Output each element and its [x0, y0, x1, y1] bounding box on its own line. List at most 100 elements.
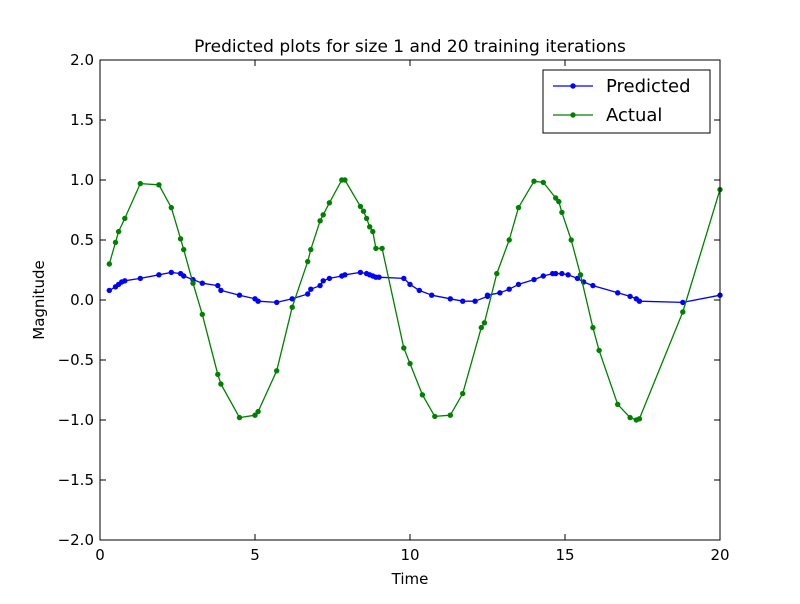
data-point-predicted — [531, 276, 537, 283]
x-tick-label: 15 — [555, 546, 574, 564]
data-point-predicted — [156, 272, 162, 278]
data-point-actual — [363, 215, 370, 222]
data-point-predicted — [407, 281, 413, 288]
data-point-actual — [360, 208, 367, 214]
data-point-actual — [432, 413, 438, 420]
data-point-actual — [627, 414, 633, 421]
data-point-actual — [577, 272, 584, 278]
data-point-predicted — [326, 275, 333, 282]
data-point-actual — [122, 215, 128, 222]
data-point-predicted — [320, 278, 326, 284]
y-tick-label: −2.0 — [58, 531, 94, 549]
series-line-actual — [108, 179, 721, 421]
data-point-predicted — [615, 290, 621, 296]
data-point-actual — [255, 408, 261, 415]
data-point-actual — [556, 198, 562, 205]
data-point-predicted — [497, 290, 503, 296]
data-point-predicted — [472, 298, 478, 304]
y-tick-label: −1.0 — [58, 411, 94, 429]
data-point-predicted — [460, 298, 466, 304]
data-point-actual — [636, 416, 643, 422]
data-point-actual — [106, 261, 113, 267]
data-point-actual — [680, 309, 686, 315]
data-point-actual — [590, 324, 596, 331]
tick-layer: 0 5 10 15 20 2.0 1.5 1.0 0.5 0.0 −0.5 −1.0 −1.5 −2.0 — [58, 51, 730, 564]
data-point-actual — [419, 392, 426, 398]
data-point-predicted — [553, 270, 559, 277]
data-point-predicted — [401, 275, 407, 282]
data-point-predicted — [168, 269, 174, 276]
data-point-predicted — [429, 292, 435, 298]
data-point-predicted — [274, 299, 280, 306]
data-point-predicted — [680, 299, 686, 306]
data-point-actual — [379, 245, 385, 252]
data-point-actual — [447, 412, 453, 418]
data-point-actual — [596, 347, 602, 354]
data-point-predicted — [447, 296, 453, 302]
data-point-predicted — [376, 274, 382, 280]
data-point-predicted — [636, 298, 643, 304]
data-point-predicted — [627, 293, 633, 300]
data-point-actual — [342, 177, 348, 183]
chart-title: Predicted plots for size 1 and 20 traini… — [194, 37, 626, 57]
data-point-actual — [308, 246, 314, 253]
data-point-actual — [559, 209, 565, 216]
data-point-actual — [568, 237, 574, 243]
data-point-actual — [137, 180, 143, 187]
y-axis-label: Magnitude — [30, 260, 48, 339]
legend: Predicted Actual — [542, 69, 711, 134]
data-point-actual — [305, 258, 311, 265]
data-point-actual — [401, 345, 407, 351]
data-point-actual — [156, 182, 162, 188]
series-layer — [106, 177, 723, 423]
data-point-predicted — [515, 281, 522, 288]
legend-marker-predicted — [570, 83, 576, 89]
data-point-actual — [407, 360, 413, 367]
data-point-actual — [168, 204, 174, 211]
data-point-predicted — [199, 280, 205, 286]
data-point-actual — [115, 228, 122, 235]
y-tick-label: −0.5 — [58, 351, 94, 369]
legend-label-actual: Actual — [606, 105, 662, 126]
data-point-predicted — [416, 287, 422, 294]
legend-label-predicted: Predicted — [606, 76, 691, 97]
data-point-predicted — [559, 270, 565, 277]
data-point-predicted — [255, 298, 261, 304]
data-point-actual — [218, 381, 224, 387]
legend-marker-actual — [570, 112, 576, 118]
data-point-actual — [199, 311, 205, 318]
data-point-actual — [373, 245, 379, 252]
data-point-predicted — [106, 287, 113, 294]
data-point-actual — [252, 412, 258, 418]
y-tick-label: 0.0 — [70, 291, 94, 309]
data-point-predicted — [484, 292, 491, 298]
data-point-actual — [494, 270, 500, 277]
data-point-actual — [615, 401, 621, 408]
data-point-predicted — [565, 272, 571, 278]
data-point-actual — [236, 414, 243, 421]
y-tick-label: −1.5 — [58, 471, 94, 489]
data-point-predicted — [357, 269, 364, 276]
data-point-predicted — [218, 287, 224, 294]
data-point-actual — [326, 200, 333, 206]
data-point-actual — [317, 218, 323, 224]
series-predicted — [106, 269, 723, 306]
y-tick-label: 2.0 — [70, 51, 94, 69]
x-tick-label: 20 — [710, 546, 729, 564]
data-point-predicted — [342, 272, 348, 278]
data-point-predicted — [137, 275, 143, 282]
x-axis-label: Time — [391, 570, 429, 588]
legend-box — [542, 69, 711, 134]
data-point-actual — [289, 304, 295, 310]
data-point-actual — [506, 237, 512, 243]
data-point-predicted — [590, 282, 596, 289]
data-point-predicted — [506, 286, 512, 292]
data-point-actual — [357, 203, 364, 210]
y-tick-label: 1.5 — [70, 111, 94, 129]
data-point-actual — [460, 390, 466, 397]
data-point-actual — [481, 320, 488, 326]
data-point-actual — [540, 179, 546, 186]
data-point-predicted — [308, 286, 314, 292]
data-point-actual — [112, 239, 119, 246]
